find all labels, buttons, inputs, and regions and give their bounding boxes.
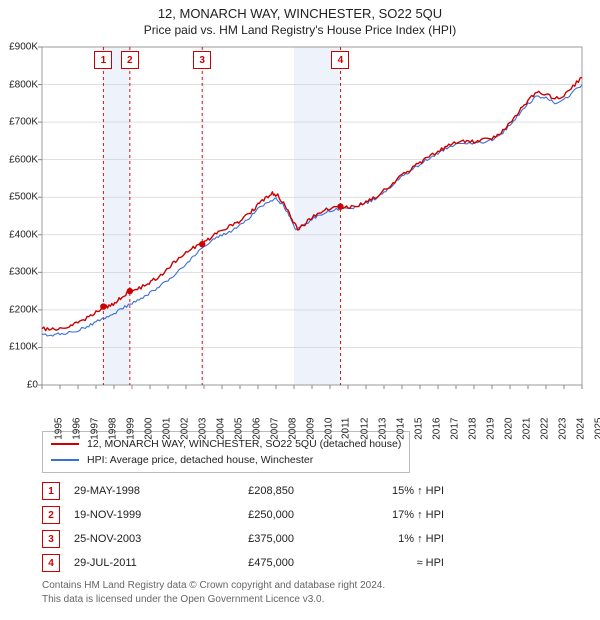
y-tick-label: £800K	[9, 79, 38, 90]
x-tick-label: 2000	[143, 418, 154, 440]
x-tick-label: 2016	[431, 418, 442, 440]
sale-price: £250,000	[204, 509, 324, 521]
x-tick-label: 1997	[89, 418, 100, 440]
x-tick-label: 2020	[503, 418, 514, 440]
x-tick-label: 2018	[467, 418, 478, 440]
x-tick-label: 2001	[161, 418, 172, 440]
x-tick-label: 2007	[269, 418, 280, 440]
x-tick-label: 1995	[53, 418, 64, 440]
y-tick-label: £400K	[9, 229, 38, 240]
y-tick-label: £600K	[9, 154, 38, 165]
chart-svg	[0, 37, 600, 427]
highlight-band	[103, 47, 130, 385]
footer-line1: Contains HM Land Registry data © Crown c…	[42, 579, 570, 593]
sale-date: 29-JUL-2011	[74, 557, 204, 569]
sales-row: 3 25-NOV-2003£375,0001% ↑ HPI	[42, 527, 570, 551]
sale-price: £375,000	[204, 533, 324, 545]
legend-swatch	[51, 443, 79, 445]
x-tick-label: 2013	[377, 418, 388, 440]
legend-row: HPI: Average price, detached house, Winc…	[51, 452, 401, 468]
title-block: 12, MONARCH WAY, WINCHESTER, SO22 5QU Pr…	[0, 0, 600, 37]
legend-swatch	[51, 459, 79, 461]
y-tick-label: £700K	[9, 117, 38, 128]
sale-marker-box: 4	[331, 51, 349, 69]
sale-marker-box: 2	[121, 51, 139, 69]
footer-line2: This data is licensed under the Open Gov…	[42, 593, 570, 607]
x-tick-label: 2021	[521, 418, 532, 440]
x-tick-label: 2015	[413, 418, 424, 440]
sale-vs-hpi: 15% ↑ HPI	[324, 485, 444, 497]
sales-row: 4 29-JUL-2011£475,000≈ HPI	[42, 551, 570, 575]
sale-number-box: 4	[42, 554, 60, 572]
title-sub: Price paid vs. HM Land Registry's House …	[0, 23, 600, 37]
x-tick-label: 1996	[71, 418, 82, 440]
x-tick-label: 1998	[107, 418, 118, 440]
sales-row: 2 19-NOV-1999£250,00017% ↑ HPI	[42, 503, 570, 527]
x-tick-label: 2012	[359, 418, 370, 440]
sales-table: 1 29-MAY-1998£208,85015% ↑ HPI 2 19-NOV-199…	[42, 479, 570, 575]
sale-number-box: 1	[42, 482, 60, 500]
sale-date: 25-NOV-2003	[74, 533, 204, 545]
sale-price: £208,850	[204, 485, 324, 497]
footer: Contains HM Land Registry data © Crown c…	[42, 579, 570, 606]
sale-marker-box: 1	[94, 51, 112, 69]
x-tick-label: 2008	[287, 418, 298, 440]
x-tick-label: 2025	[593, 418, 600, 440]
sale-vs-hpi: ≈ HPI	[324, 557, 444, 569]
x-tick-label: 2003	[197, 418, 208, 440]
x-tick-label: 2009	[305, 418, 316, 440]
sale-marker-box: 3	[193, 51, 211, 69]
y-tick-label: £900K	[9, 42, 38, 53]
x-tick-label: 2014	[395, 418, 406, 440]
x-tick-label: 2010	[323, 418, 334, 440]
sale-vs-hpi: 1% ↑ HPI	[324, 533, 444, 545]
sale-dot	[100, 303, 106, 309]
y-tick-label: £100K	[9, 342, 38, 353]
x-tick-label: 2006	[251, 418, 262, 440]
x-tick-label: 2011	[341, 418, 352, 440]
y-tick-label: £500K	[9, 192, 38, 203]
sale-vs-hpi: 17% ↑ HPI	[324, 509, 444, 521]
sale-number-box: 2	[42, 506, 60, 524]
sale-dot	[199, 241, 205, 247]
x-tick-label: 2022	[539, 418, 550, 440]
sale-dot	[127, 288, 133, 294]
x-tick-label: 2023	[557, 418, 568, 440]
sales-row: 1 29-MAY-1998£208,85015% ↑ HPI	[42, 479, 570, 503]
x-tick-label: 2017	[449, 418, 460, 440]
legend-label: HPI: Average price, detached house, Winc…	[87, 452, 313, 468]
y-tick-label: £300K	[9, 267, 38, 278]
sale-date: 29-MAY-1998	[74, 485, 204, 497]
x-tick-label: 1999	[125, 418, 136, 440]
x-tick-label: 2005	[233, 418, 244, 440]
chart-area: £0£100K£200K£300K£400K£500K£600K£700K£80…	[0, 37, 600, 427]
x-tick-label: 2019	[485, 418, 496, 440]
x-tick-label: 2004	[215, 418, 226, 440]
title-main: 12, MONARCH WAY, WINCHESTER, SO22 5QU	[0, 6, 600, 21]
sale-price: £475,000	[204, 557, 324, 569]
sale-number-box: 3	[42, 530, 60, 548]
x-tick-label: 2002	[179, 418, 190, 440]
sale-date: 19-NOV-1999	[74, 509, 204, 521]
x-tick-label: 2024	[575, 418, 586, 440]
y-tick-label: £200K	[9, 304, 38, 315]
sale-dot	[337, 203, 343, 209]
